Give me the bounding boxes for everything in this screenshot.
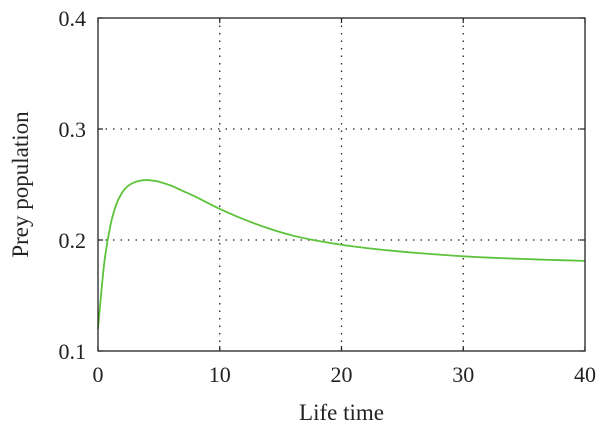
x-tick-label: 30 (452, 362, 474, 387)
y-tick-label: 0.1 (59, 339, 87, 364)
y-tick-label: 0.3 (59, 117, 87, 142)
series-line (97, 179, 586, 329)
x-tick-label: 40 (574, 362, 596, 387)
x-tick-label: 20 (331, 362, 353, 387)
grid-lines (98, 18, 585, 351)
y-axis-label: Prey population (8, 111, 33, 258)
tick-marks (97, 17, 586, 352)
x-tick-label: 10 (209, 362, 231, 387)
series-layer (97, 179, 586, 329)
x-tick-label: 0 (93, 362, 104, 387)
tick-labels: 0 10 20 30 40 0.1 0.2 0.3 0.4 (59, 6, 597, 387)
y-tick-label: 0.4 (59, 6, 87, 31)
x-axis-label: Life time (299, 400, 384, 425)
y-tick-label: 0.2 (59, 228, 87, 253)
